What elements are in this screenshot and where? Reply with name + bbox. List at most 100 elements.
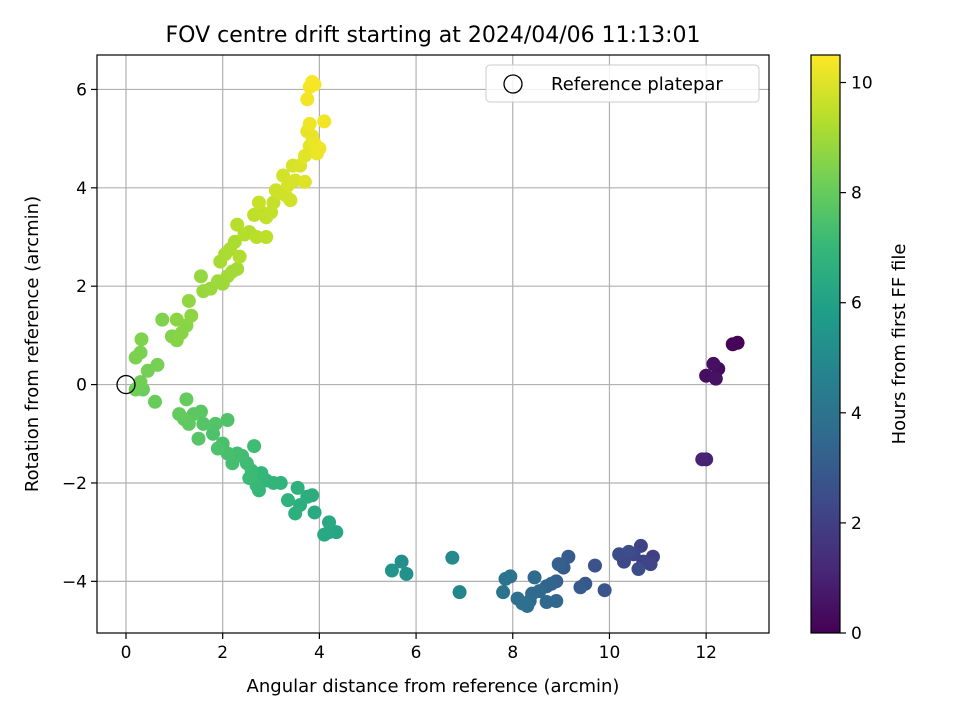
y-tick-label: 0 xyxy=(76,376,87,396)
colorbar-tick-label: 8 xyxy=(851,184,862,204)
data-point xyxy=(384,563,399,578)
data-point xyxy=(527,570,542,585)
data-point xyxy=(290,480,305,495)
data-point xyxy=(179,392,194,407)
data-point xyxy=(317,527,332,542)
plot-background xyxy=(97,55,769,633)
colorbar-tick-label: 2 xyxy=(851,514,862,534)
data-point xyxy=(631,562,646,577)
legend-entry-reference-platepar: Reference platepar xyxy=(551,74,723,95)
data-point xyxy=(169,312,184,327)
data-point xyxy=(227,234,242,249)
data-point xyxy=(573,580,588,595)
data-point xyxy=(134,332,149,347)
colorbar-gradient xyxy=(810,54,841,634)
plot-frame xyxy=(96,54,770,634)
x-tick-label: 2 xyxy=(217,643,228,663)
y-tick-label: 4 xyxy=(76,179,87,199)
data-point xyxy=(184,308,199,323)
data-point xyxy=(317,114,332,129)
legend-marker-icon xyxy=(503,74,523,94)
legend: Reference platepar xyxy=(485,64,760,103)
y-tick-label: −4 xyxy=(62,572,87,592)
data-point xyxy=(587,558,602,573)
data-point xyxy=(220,413,235,428)
colorbar-ticks: 0 2 4 6 8 10 xyxy=(840,74,873,644)
colorbar-tick-label: 10 xyxy=(851,74,873,94)
colorbar-tick-label: 4 xyxy=(851,404,862,424)
data-point xyxy=(128,350,143,365)
reference-platepar-marker xyxy=(116,374,136,395)
data-point xyxy=(445,550,460,565)
data-point xyxy=(708,371,723,386)
data-point xyxy=(251,195,266,210)
data-point xyxy=(695,452,710,467)
data-point xyxy=(551,557,566,572)
data-point xyxy=(725,337,740,352)
data-point xyxy=(208,416,223,431)
x-axis-ticks: 0 2 4 6 8 10 12 xyxy=(121,633,717,663)
x-tick-label: 10 xyxy=(599,643,621,663)
data-point xyxy=(621,544,636,559)
data-point xyxy=(242,471,257,486)
x-tick-label: 8 xyxy=(507,643,518,663)
data-point xyxy=(181,293,196,308)
data-point xyxy=(230,261,245,276)
data-point xyxy=(300,92,315,107)
data-point xyxy=(288,506,303,521)
data-point xyxy=(312,141,327,156)
data-point xyxy=(266,195,281,210)
data-point xyxy=(249,230,264,245)
data-point xyxy=(643,557,658,572)
x-axis-label: Angular distance from reference (arcmin) xyxy=(247,676,620,697)
data-point xyxy=(280,493,295,508)
data-point xyxy=(193,269,208,284)
x-tick-label: 6 xyxy=(411,643,422,663)
data-point xyxy=(305,75,320,90)
data-point xyxy=(307,505,322,520)
colorbar-label: Hours from first FF file xyxy=(889,244,910,445)
data-point xyxy=(148,394,163,409)
data-points xyxy=(128,75,745,613)
data-point xyxy=(150,357,165,372)
data-point xyxy=(172,407,187,422)
plot-area: 0 2 4 6 8 10 12 −4 −2 0 2 4 6 xyxy=(62,54,770,663)
data-point xyxy=(259,230,274,245)
x-tick-label: 4 xyxy=(314,643,325,663)
data-point xyxy=(302,116,317,131)
data-point xyxy=(322,515,337,530)
y-tick-label: 2 xyxy=(76,277,87,297)
x-tick-label: 12 xyxy=(695,643,717,663)
data-point xyxy=(394,554,409,569)
data-point xyxy=(210,441,225,456)
data-point xyxy=(232,249,247,264)
y-axis-ticks: −4 −2 0 2 4 6 xyxy=(62,80,97,592)
data-point xyxy=(155,312,170,327)
data-point xyxy=(510,591,525,606)
data-point xyxy=(496,585,511,600)
data-point xyxy=(539,595,554,610)
data-point xyxy=(196,416,211,431)
data-point xyxy=(191,431,206,446)
colorbar-tick-label: 6 xyxy=(851,294,862,314)
y-axis-label: Rotation from reference (arcmin) xyxy=(22,196,43,492)
data-point xyxy=(597,583,612,598)
data-point xyxy=(297,174,312,189)
colorbar: 0 2 4 6 8 10 Hours from first FF file xyxy=(810,54,910,644)
data-point xyxy=(283,193,298,208)
chart-title: FOV centre drift starting at 2024/04/06 … xyxy=(166,23,701,48)
data-point xyxy=(247,439,262,454)
data-point xyxy=(230,217,245,232)
y-tick-label: 6 xyxy=(76,80,87,100)
data-point xyxy=(561,549,576,564)
data-point xyxy=(498,571,513,586)
x-tick-label: 0 xyxy=(121,643,132,663)
data-point xyxy=(706,356,721,371)
colorbar-tick-label: 0 xyxy=(851,624,862,644)
data-point xyxy=(399,566,414,581)
legend-box xyxy=(485,64,760,103)
data-point xyxy=(133,375,148,390)
data-point xyxy=(452,585,467,600)
y-tick-label: −2 xyxy=(62,474,87,494)
